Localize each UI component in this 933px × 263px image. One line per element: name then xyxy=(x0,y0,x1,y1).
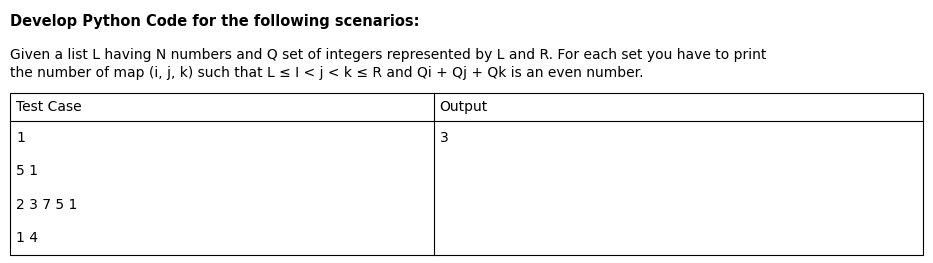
Text: Develop Python Code for the following scenarios:: Develop Python Code for the following sc… xyxy=(10,14,420,29)
Text: Test Case: Test Case xyxy=(16,100,81,114)
Text: 1 4: 1 4 xyxy=(16,231,38,245)
Text: 5 1: 5 1 xyxy=(16,164,38,178)
Text: Given a list L having N numbers and Q set of integers represented by L and R. Fo: Given a list L having N numbers and Q se… xyxy=(10,48,766,62)
Text: Output: Output xyxy=(439,100,488,114)
Bar xyxy=(10,93,923,255)
Text: 3: 3 xyxy=(439,131,449,145)
Text: 1: 1 xyxy=(16,131,25,145)
Text: 2 3 7 5 1: 2 3 7 5 1 xyxy=(16,198,77,212)
Text: the number of map (i, j, k) such that L ≤ I < j < k ≤ R and Qi + Qj + Qk is an e: the number of map (i, j, k) such that L … xyxy=(10,66,644,80)
